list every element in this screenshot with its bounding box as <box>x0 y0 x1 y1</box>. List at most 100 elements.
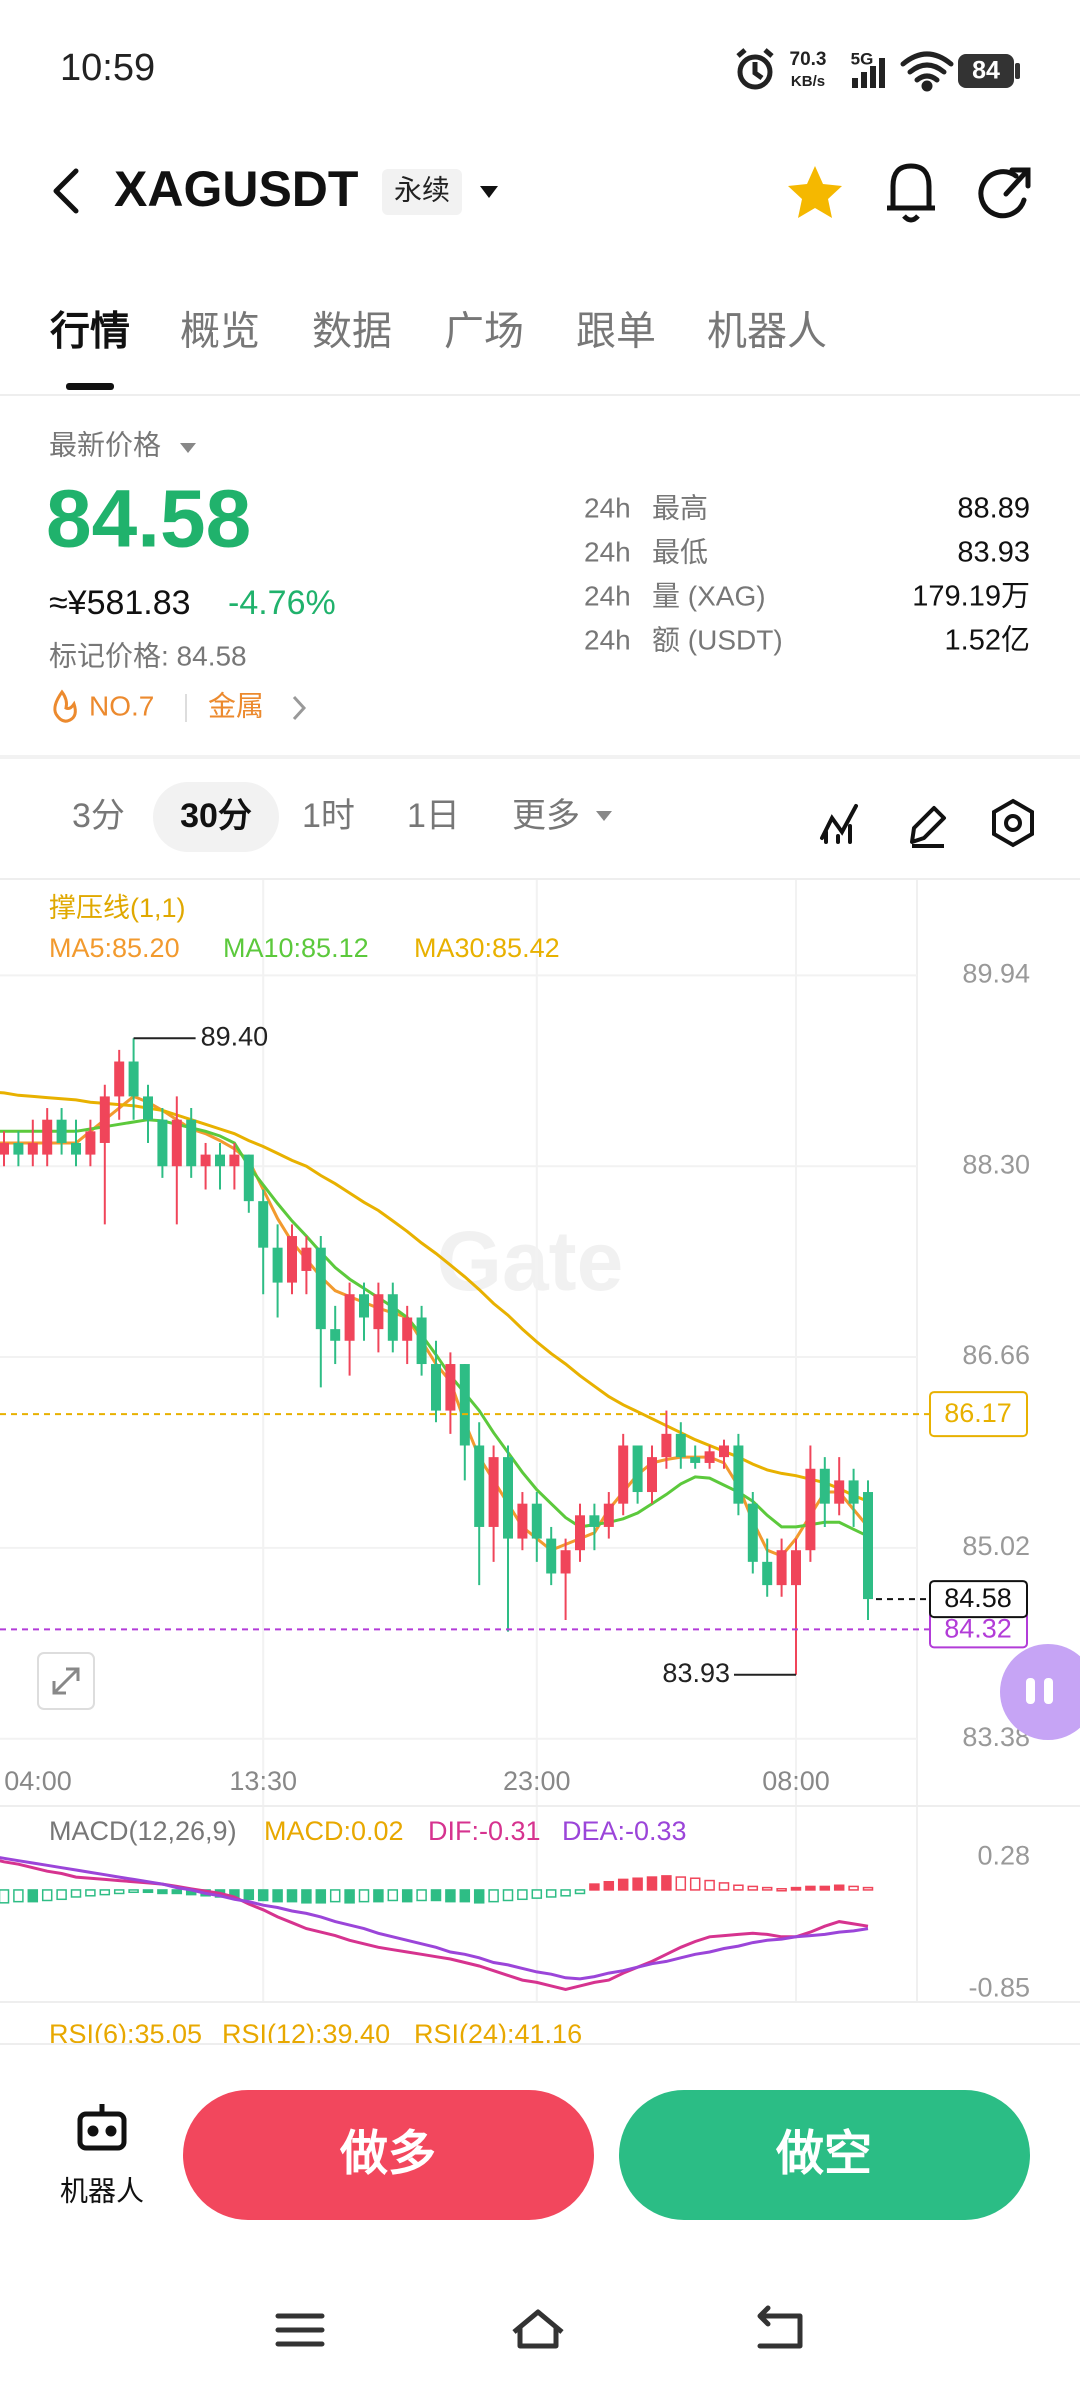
macd-bar <box>733 1884 744 1891</box>
candle-body <box>704 1451 715 1463</box>
stats-table: 24h 最高 88.89 24h 最低 83.93 24h 量 (XAG) 179.19万 24h… <box>584 492 1030 656</box>
macd-bar <box>27 1889 39 1903</box>
candle-body <box>517 1503 528 1539</box>
tab-bar: 行情 概览 数据 广场 跟单 机器人 <box>50 310 827 354</box>
hot-icon <box>53 689 77 723</box>
macd-bar <box>675 1876 687 1891</box>
candle-body <box>618 1445 629 1504</box>
tab[interactable]: 广场 <box>444 310 524 354</box>
draw-button[interactable] <box>910 806 946 848</box>
macd-bar <box>272 1889 283 1903</box>
candle-body <box>431 1364 441 1411</box>
favorite-star[interactable] <box>788 166 842 218</box>
tab[interactable]: 机器人 <box>707 310 827 354</box>
more-dropdown[interactable] <box>596 811 612 821</box>
tab[interactable]: 跟单 <box>576 310 656 354</box>
macd-bar <box>157 1889 168 1895</box>
rank: NO.7 <box>89 690 154 721</box>
stat-period: 24h <box>584 492 631 523</box>
interval[interactable]: 30分 <box>180 797 252 835</box>
candle-body <box>128 1061 139 1097</box>
macd-value: MACD:0.02 <box>264 1816 404 1846</box>
nav-home[interactable] <box>512 2309 564 2349</box>
macd-bar <box>819 1885 831 1891</box>
macd-bar <box>142 1889 154 1894</box>
macd-bar <box>70 1889 82 1898</box>
interval[interactable]: 3分 <box>72 797 125 835</box>
short-label[interactable]: 做空 <box>775 2128 872 2181</box>
interval[interactable]: 1日 <box>407 797 460 835</box>
ma-legend: MA30:85.42 <box>414 933 560 963</box>
macd-bar <box>747 1885 759 1891</box>
section-divider <box>0 755 1080 759</box>
symbol-dropdown[interactable] <box>480 186 498 198</box>
long-label[interactable]: 做多 <box>339 2128 436 2181</box>
candle-body <box>186 1119 197 1167</box>
candle-body <box>215 1154 225 1167</box>
candle-body <box>647 1457 657 1493</box>
nav-back[interactable] <box>757 2305 803 2349</box>
level-box <box>929 1391 1028 1438</box>
candle-body <box>27 1142 38 1155</box>
stat-value: 83.93 <box>957 537 1030 569</box>
dea-line <box>0 1856 869 1981</box>
caption-dropdown[interactable] <box>180 443 196 453</box>
share-button[interactable] <box>978 167 1031 219</box>
ma-legend: MA5:85.20 <box>49 933 180 963</box>
dif-value: DIF:-0.31 <box>428 1816 541 1846</box>
sector-arrow[interactable] <box>292 695 307 721</box>
candle-body <box>819 1468 830 1504</box>
network-type: 5G <box>851 49 874 68</box>
tab[interactable]: 数据 <box>312 310 392 354</box>
candle-body <box>56 1119 67 1143</box>
back-button[interactable] <box>53 168 79 214</box>
alert-bell[interactable] <box>887 163 935 223</box>
macd-bar <box>848 1885 859 1891</box>
tab[interactable]: 行情 <box>50 310 130 354</box>
long-button[interactable] <box>183 2090 594 2220</box>
expand-button[interactable] <box>37 1652 95 1710</box>
candle-body <box>834 1480 845 1504</box>
candle-body <box>0 1142 9 1155</box>
assistant-bubble[interactable] <box>1000 1644 1080 1740</box>
stat-value: 1.52亿 <box>945 624 1030 657</box>
settings-button[interactable] <box>992 798 1034 848</box>
candle-body <box>863 1492 873 1600</box>
tab[interactable]: 概览 <box>180 310 260 354</box>
candle-body <box>359 1294 369 1318</box>
macd-bar <box>661 1875 672 1891</box>
candle-body <box>531 1503 542 1539</box>
nav-menu[interactable] <box>275 2313 325 2347</box>
candle-body <box>287 1236 297 1283</box>
macd-bar <box>329 1889 341 1903</box>
macd-bar <box>761 1886 773 1891</box>
macd-bar <box>13 1889 24 1903</box>
macd-bar <box>243 1889 255 1901</box>
macd-bar <box>373 1889 384 1903</box>
stat-label: 额 (USDT) <box>652 624 783 655</box>
candle-body <box>373 1294 384 1330</box>
interval[interactable]: 更多 <box>512 797 580 835</box>
battery-level: 84 <box>972 57 1000 85</box>
candle-body <box>776 1550 787 1586</box>
macd-tick-label: 0.28 <box>977 1840 1030 1870</box>
candle-body <box>733 1445 744 1504</box>
candle-body <box>589 1515 600 1527</box>
candle-body <box>445 1364 456 1411</box>
x-tick-label: 04:00 <box>4 1766 72 1796</box>
candle-body <box>560 1550 571 1574</box>
interval[interactable]: 1时 <box>302 797 355 835</box>
candle-body <box>416 1317 427 1365</box>
robot-icon[interactable] <box>77 2104 127 2151</box>
sector[interactable]: 金属 <box>208 690 264 721</box>
candle-body <box>791 1550 801 1586</box>
indicator-button[interactable] <box>820 804 858 844</box>
ma-line <box>0 1118 869 1538</box>
candle-body <box>99 1096 110 1143</box>
macd-bar <box>416 1889 427 1902</box>
short-button[interactable] <box>619 2090 1030 2220</box>
macd-bar <box>603 1880 615 1891</box>
candle-body <box>301 1247 312 1271</box>
robot-label[interactable]: 机器人 <box>60 2175 144 2206</box>
